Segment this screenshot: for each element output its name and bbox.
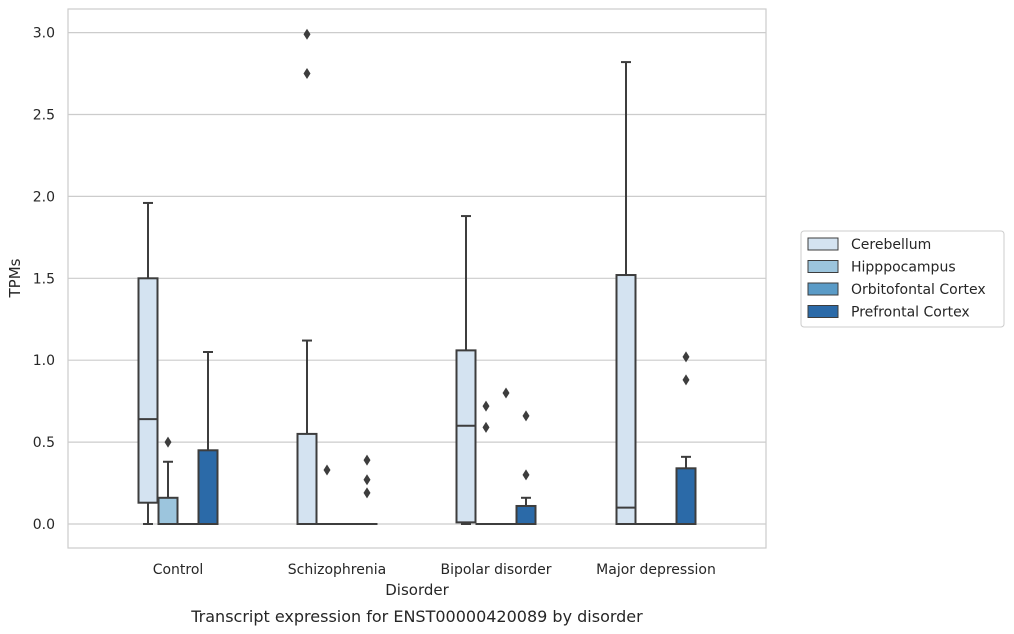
box-cerebellum (615, 61, 637, 525)
legend: Cerebellum Hipppocampus Orbitofontal Corte… (800, 230, 1005, 328)
outlier-point (363, 454, 371, 466)
y-axis-label: TPMs (6, 258, 24, 298)
outlier-point (522, 410, 530, 422)
y-tick-label: 3.0 (33, 26, 55, 42)
box-prefrontal-cortex (675, 351, 697, 526)
category-group (296, 28, 378, 526)
box-hipppocampus (475, 400, 497, 526)
box-prefrontal-cortex (197, 351, 219, 526)
x-tick-label: Major depression (596, 562, 716, 578)
legend-item: Orbitofontal Cortex (807, 282, 986, 298)
box-prefrontal-cortex (515, 410, 537, 525)
y-tick-label: 2.0 (33, 189, 55, 205)
outlier-point (502, 387, 510, 399)
outlier-point (363, 474, 371, 486)
box-iqr (515, 504, 537, 525)
box-iqr (137, 277, 159, 504)
outlier-point (682, 374, 690, 386)
x-axis-ticks: Control Schizophrenia Bipolar disorder Majo… (153, 562, 716, 578)
box-iqr (296, 432, 318, 525)
legend-label: Orbitofontal Cortex (851, 282, 986, 298)
box-hipppocampus (316, 464, 338, 526)
chart-caption: Transcript expression for ENST0000042008… (190, 607, 643, 626)
box-cerebellum (296, 28, 318, 525)
legend-frame (800, 230, 1005, 328)
box-iqr (157, 496, 179, 525)
legend-item: Cerebellum (807, 237, 931, 253)
outlier-point (522, 469, 530, 481)
box-hipppocampus (157, 436, 179, 525)
box-iqr (675, 467, 697, 526)
legend-swatch (807, 260, 839, 273)
box-iqr (615, 274, 637, 525)
legend-item: Hipppocampus (807, 260, 956, 276)
x-tick-label: Control (153, 562, 204, 578)
category-group (137, 201, 219, 526)
outlier-point (303, 68, 311, 80)
y-tick-label: 0.5 (33, 435, 55, 451)
y-axis-ticks: 0.0 0.5 1.0 1.5 2.0 2.5 3.0 (33, 26, 55, 533)
box-iqr (455, 349, 477, 524)
x-tick-label: Bipolar disorder (440, 562, 551, 578)
outlier-point (482, 400, 490, 412)
box-iqr (197, 449, 219, 526)
outlier-point (164, 436, 172, 448)
outlier-point (323, 464, 331, 476)
box-plot-series (137, 28, 697, 526)
legend-swatch (807, 305, 839, 318)
legend-item: Prefrontal Cortex (807, 305, 970, 321)
x-tick-label: Schizophrenia (288, 562, 386, 578)
y-tick-label: 1.0 (33, 353, 55, 369)
category-group (455, 215, 537, 526)
outlier-point (482, 421, 490, 433)
plot-frame (67, 8, 767, 549)
y-tick-label: 1.5 (33, 271, 55, 287)
y-tick-label: 0.0 (33, 517, 55, 533)
box-prefrontal-cortex (356, 454, 378, 526)
outlier-point (682, 351, 690, 363)
outlier-point (303, 28, 311, 40)
legend-swatch (807, 237, 839, 251)
box-cerebellum (455, 215, 477, 525)
box-cerebellum (137, 201, 159, 525)
box-orbitofontal-cortex (495, 387, 517, 526)
legend-label: Hipppocampus (851, 260, 956, 276)
grid-lines (68, 31, 766, 525)
x-axis-label: Disorder (385, 581, 449, 599)
legend-swatch (807, 282, 839, 296)
outlier-point (363, 487, 371, 499)
category-group (615, 61, 697, 526)
legend-label: Prefrontal Cortex (851, 305, 970, 321)
y-tick-label: 2.5 (33, 108, 55, 124)
legend-label: Cerebellum (851, 237, 931, 253)
